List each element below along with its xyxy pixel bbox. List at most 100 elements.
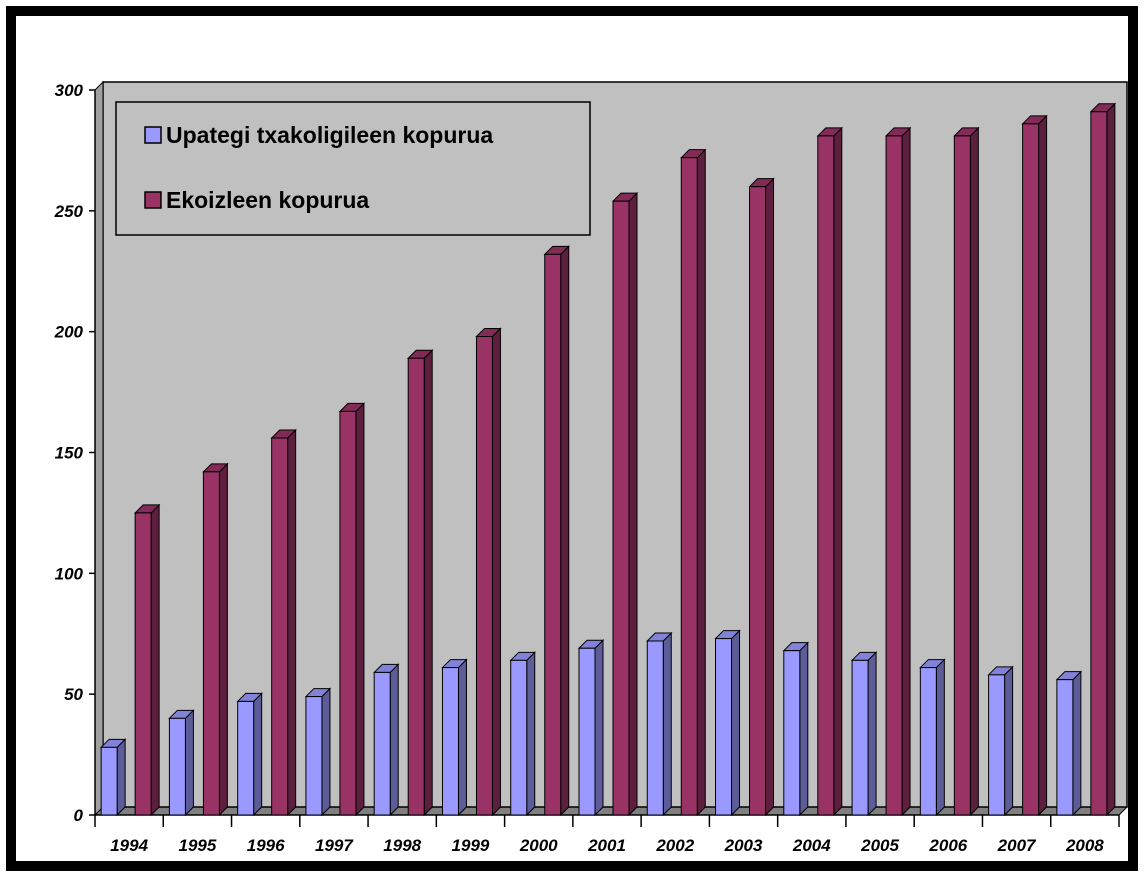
bar-side <box>253 692 263 817</box>
bar <box>680 148 707 817</box>
x-tick-label: 2005 <box>860 836 899 855</box>
x-tick-label: 2003 <box>724 836 763 855</box>
bar-front <box>373 671 391 816</box>
y-tick-label: 0 <box>74 806 84 825</box>
y-axis: 0 50 100 150 200 250 300 <box>54 81 96 825</box>
bar-front <box>817 135 835 816</box>
bar-front <box>715 638 733 816</box>
x-axis: 1994 1995 1996 1997 1998 1999 2000 2001 2002 2003… <box>94 814 1120 855</box>
bar <box>1055 670 1083 817</box>
legend-swatch-upategi <box>144 126 162 144</box>
bar-side <box>628 191 638 817</box>
bar-side <box>457 658 467 817</box>
legend-label-upategi: Upategi txakoligileen kopurua <box>166 122 493 148</box>
bar <box>509 651 536 817</box>
bar-front <box>749 186 767 816</box>
y-tick-label: 50 <box>64 685 83 704</box>
bar <box>748 177 775 817</box>
bar <box>372 663 400 817</box>
bar <box>406 349 434 817</box>
bar-front <box>237 700 255 816</box>
bar-side <box>662 631 672 817</box>
bar <box>850 651 878 817</box>
bar-side <box>969 126 979 817</box>
bar-front <box>202 471 220 816</box>
bar-front <box>1022 123 1040 816</box>
x-tick-label: 1995 <box>178 836 216 855</box>
bar-front <box>578 647 596 816</box>
bar-front <box>510 659 528 816</box>
bar-front <box>544 253 562 816</box>
x-tick-label: 2008 <box>1065 836 1104 855</box>
x-tick-label: 2006 <box>928 836 967 855</box>
x-tick-label: 2002 <box>655 836 694 855</box>
bar-front <box>919 667 937 816</box>
bar-side <box>389 663 399 817</box>
bar-side <box>491 327 501 817</box>
bar-side <box>867 651 877 817</box>
bar-front <box>168 717 186 816</box>
bar <box>1021 114 1048 817</box>
bar-side <box>560 245 570 817</box>
bar-front <box>1056 679 1074 816</box>
bar-front <box>134 512 152 816</box>
bar-front <box>339 410 357 816</box>
bar <box>816 126 844 817</box>
bar-front <box>680 157 698 816</box>
bars <box>99 102 1117 817</box>
y-tick-label: 100 <box>55 564 84 583</box>
bar <box>987 665 1014 817</box>
bar-side <box>287 428 297 817</box>
bar-front <box>1090 111 1108 816</box>
bar-side <box>150 503 160 817</box>
y-tick-label: 150 <box>55 444 84 463</box>
y-tick-label: 200 <box>54 323 84 342</box>
bar-front <box>475 336 493 816</box>
y-tick-label: 300 <box>55 81 84 100</box>
bar-front <box>305 696 323 816</box>
bar-side <box>799 641 809 817</box>
bar <box>304 687 332 817</box>
y-tick-label: 250 <box>54 202 84 221</box>
bar <box>270 428 297 817</box>
bar-side <box>116 738 126 817</box>
bar-side <box>935 658 945 817</box>
bar <box>1089 102 1117 817</box>
bar-front <box>441 667 459 816</box>
x-tick-label: 1996 <box>247 836 285 855</box>
bar-side <box>355 402 365 817</box>
bar <box>543 245 570 817</box>
bar <box>884 126 912 817</box>
bar-front <box>271 437 289 816</box>
x-tick-label: 2000 <box>519 836 558 855</box>
bar <box>611 191 639 817</box>
bar-side <box>1072 670 1082 817</box>
legend-swatch-ekoizleen <box>144 191 162 209</box>
bar-side <box>901 126 911 817</box>
bar <box>338 402 366 817</box>
bar-front <box>612 200 630 816</box>
x-tick-label: 1998 <box>383 836 421 855</box>
bar-front <box>646 640 664 816</box>
bar-side <box>1004 665 1014 817</box>
bar <box>168 709 195 817</box>
x-tick-label: 2001 <box>587 836 626 855</box>
bar-side <box>423 349 433 817</box>
x-tick-label: 2007 <box>997 836 1037 855</box>
legend: Upategi txakoligileen kopurua Ekoizleen … <box>115 101 591 236</box>
legend-box <box>115 101 591 236</box>
bar-side <box>765 177 775 817</box>
bar-side <box>1106 102 1116 817</box>
bar <box>577 639 605 817</box>
bar-side <box>833 126 843 817</box>
bar-side <box>526 651 536 817</box>
bar-side <box>184 709 194 817</box>
bar <box>133 503 161 817</box>
x-tick-label: 1997 <box>315 836 354 855</box>
bar <box>953 126 980 817</box>
plot-side-wall <box>94 80 104 817</box>
bar-side <box>731 629 741 817</box>
legend-label-ekoizleen: Ekoizleen kopurua <box>166 187 369 213</box>
bar <box>475 327 502 817</box>
